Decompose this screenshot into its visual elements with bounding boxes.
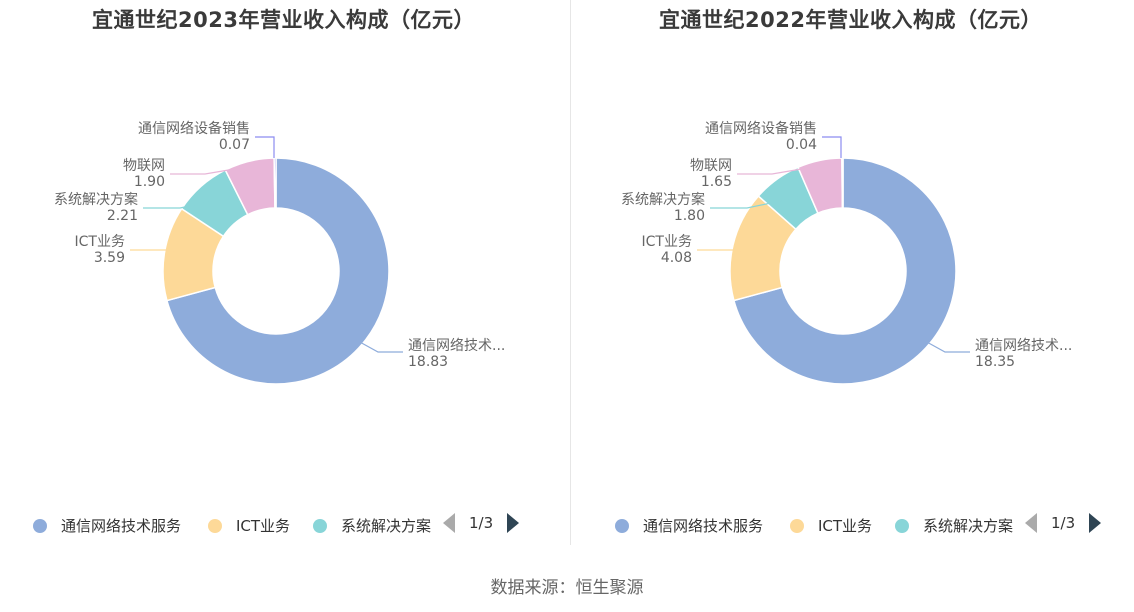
slice-label-name: 系统解决方案 <box>54 191 138 208</box>
chart-panel-2023: 宜通世纪2023年营业收入构成（亿元） 通信网络技术... 18.83 ICT业务 3… <box>0 0 567 545</box>
slice-label-value: 18.35 <box>975 354 1015 370</box>
legend-dot <box>208 518 222 533</box>
slice-label-name: 物联网 <box>123 158 165 174</box>
legend-label: ICT业务 <box>818 517 873 535</box>
legend-item[interactable]: 通信网络技术服务 <box>615 515 763 536</box>
slice-label-value: 0.07 <box>219 137 250 153</box>
chevron-right-icon[interactable] <box>507 513 520 533</box>
legend-label: 系统解决方案 <box>923 517 1014 535</box>
donut-slice[interactable] <box>166 157 390 385</box>
slice-label-name: 通信网络设备销售 <box>705 120 817 137</box>
legend-dot <box>895 518 909 533</box>
slice-label-value: 1.90 <box>134 174 165 190</box>
slice-label-name: 系统解决方案 <box>621 191 705 208</box>
slice-label-value: 1.80 <box>674 208 705 224</box>
legend-dot <box>33 518 47 533</box>
label-leader-line <box>143 196 233 209</box>
legend-page-indicator: 1/3 <box>469 514 494 532</box>
chevron-left-icon[interactable] <box>1025 513 1037 533</box>
label-leader-line <box>255 136 275 158</box>
legend-item[interactable]: 系统解决方案 <box>895 515 1015 536</box>
slice-label-name: 通信网络技术... <box>408 338 505 354</box>
donut-slice[interactable] <box>733 157 957 385</box>
label-leader-line <box>170 165 253 175</box>
legend-page-indicator: 1/3 <box>1051 514 1076 532</box>
chevron-left-icon[interactable] <box>443 513 455 533</box>
chevron-right-icon[interactable] <box>1089 513 1102 533</box>
donut-slice[interactable] <box>841 157 844 209</box>
legend-item[interactable]: 系统解决方案 <box>313 515 433 536</box>
label-leader-line <box>357 340 403 353</box>
label-leader-line <box>822 136 842 158</box>
label-leader-line <box>130 249 192 253</box>
legend-dot <box>313 518 327 533</box>
slice-label-value: 2.21 <box>107 208 138 224</box>
chart-panel-2022: 宜通世纪2022年营业收入构成（亿元） 通信网络技术... 18.35 ICT业务 4… <box>567 0 1134 545</box>
label-leader-line <box>710 196 800 209</box>
label-leader-line <box>924 340 970 353</box>
legend-dot <box>790 518 804 533</box>
slice-label-name: 物联网 <box>690 158 732 174</box>
donut-slice[interactable] <box>273 157 277 209</box>
legend-label: 系统解决方案 <box>341 517 432 535</box>
slice-label-value: 0.04 <box>786 137 817 153</box>
slice-label-value: 18.83 <box>408 354 448 370</box>
slice-label-name: ICT业务 <box>642 234 692 250</box>
label-leader-line <box>737 165 820 175</box>
legend-label: 通信网络技术服务 <box>61 517 182 535</box>
legend-item[interactable]: ICT业务 <box>208 515 290 536</box>
slice-label-value: 1.65 <box>701 174 732 190</box>
slice-label-value: 4.08 <box>661 250 692 266</box>
legend-item[interactable]: ICT业务 <box>790 515 872 536</box>
label-leader-line <box>697 249 759 253</box>
panel-divider <box>570 0 571 545</box>
legend-dot <box>615 518 629 533</box>
legend-item[interactable]: 通信网络技术服务 <box>33 515 181 536</box>
legend-label: ICT业务 <box>236 517 291 535</box>
slice-label-value: 3.59 <box>94 250 125 266</box>
chart-title: 宜通世纪2022年营业收入构成（亿元） <box>659 8 1042 32</box>
data-source: 数据来源：恒生聚源 <box>490 578 644 598</box>
slice-label-name: 通信网络设备销售 <box>138 120 250 137</box>
slice-label-name: ICT业务 <box>75 234 125 250</box>
legend-pager: 1/3 <box>443 513 520 533</box>
legend-label: 通信网络技术服务 <box>643 517 764 535</box>
legend-pager: 1/3 <box>1025 513 1102 533</box>
slice-label-name: 通信网络技术... <box>975 338 1072 354</box>
chart-title: 宜通世纪2023年营业收入构成（亿元） <box>92 8 475 32</box>
